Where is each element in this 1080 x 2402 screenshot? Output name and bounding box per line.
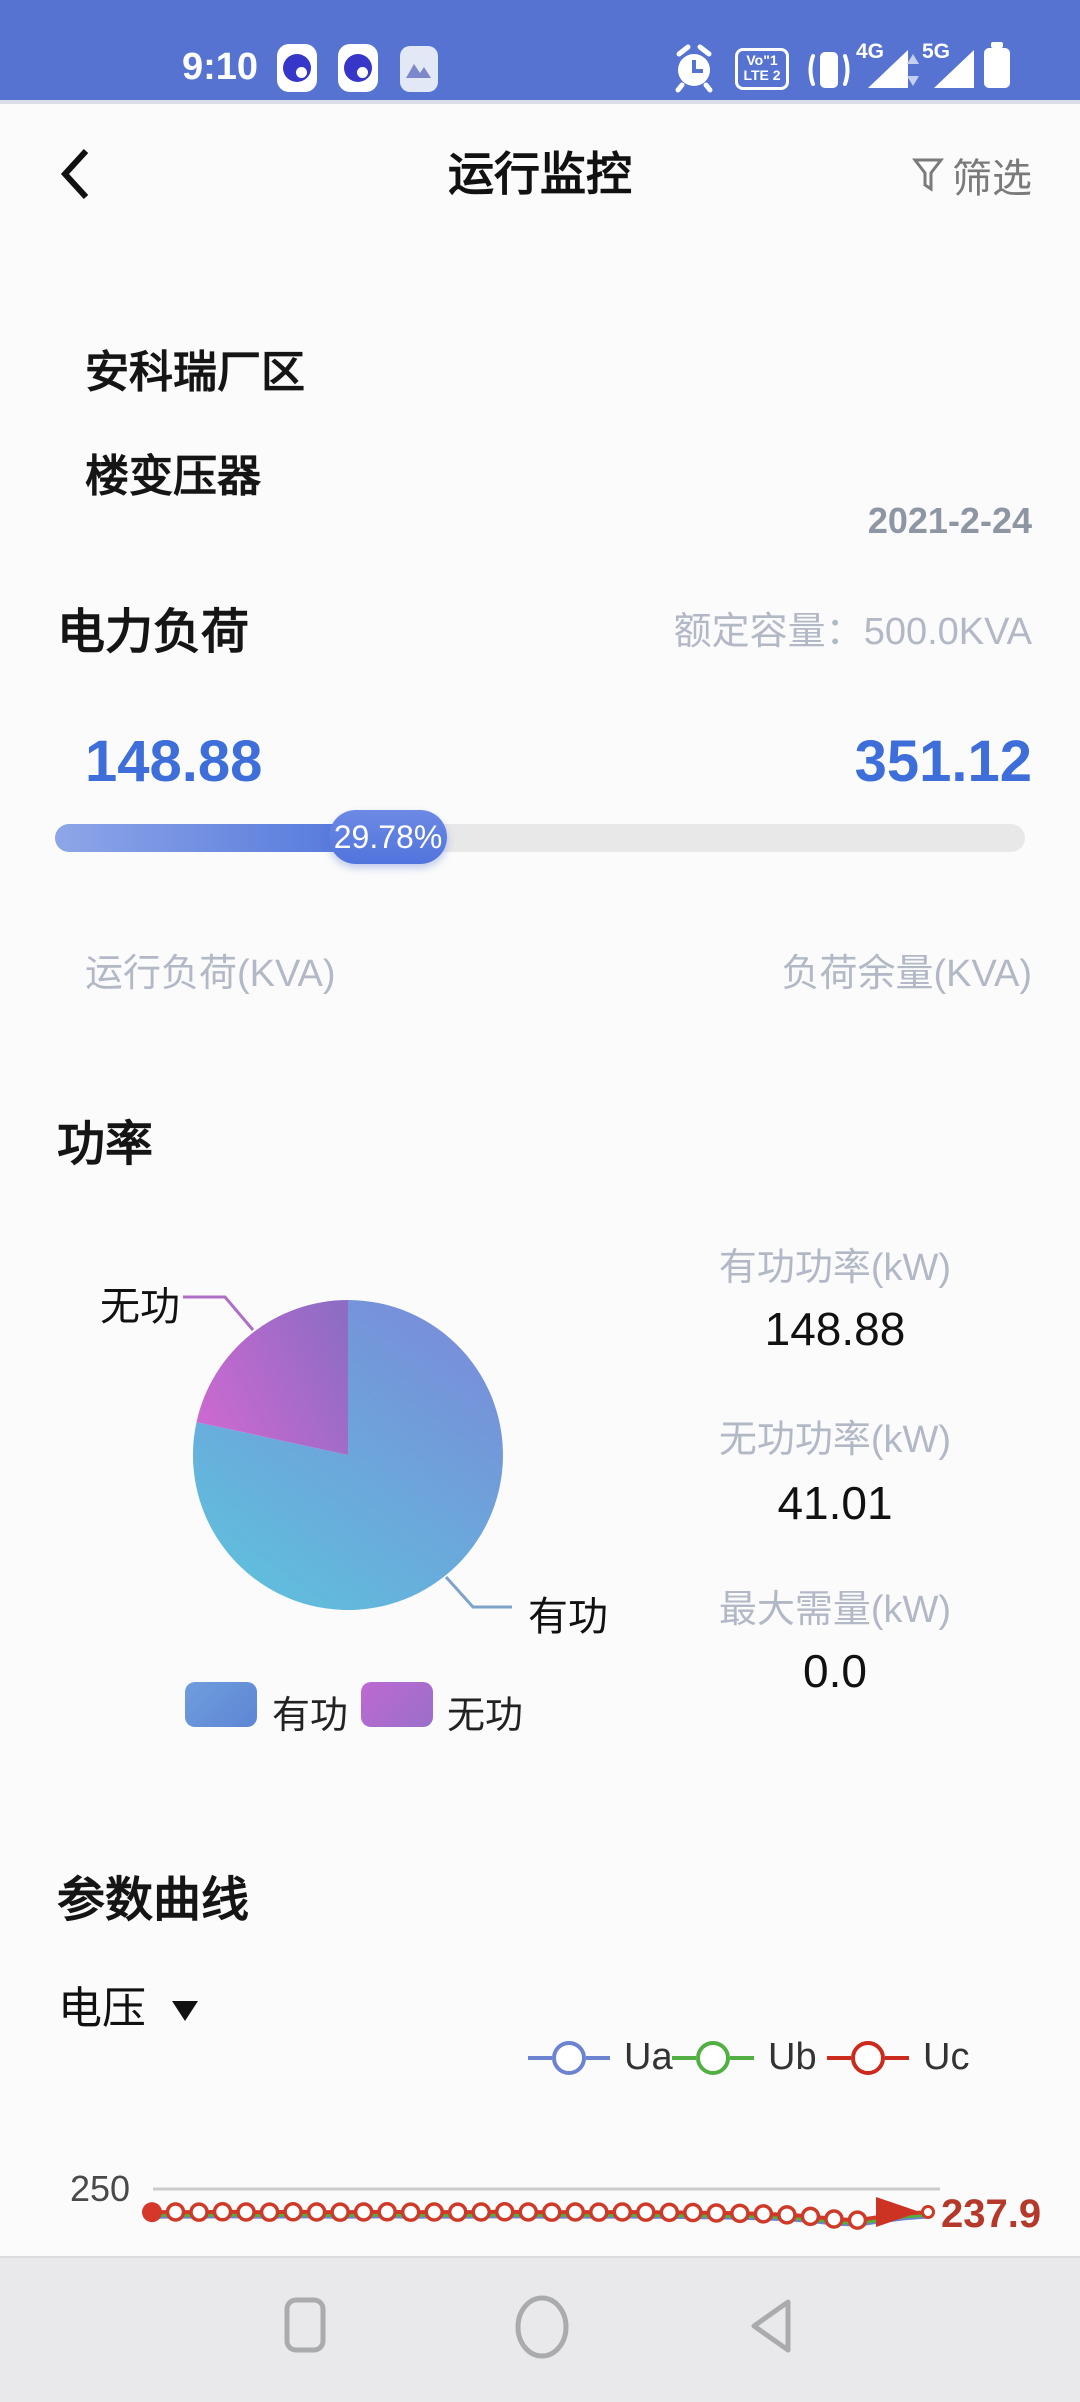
curve-legend-ua-label: Ua [624, 2036, 673, 2078]
filter-label: 筛选 [952, 157, 1032, 201]
back-chevron-icon [60, 148, 89, 200]
power-pie-chart [183, 1295, 512, 1610]
pie-callout-reactive-label: 无功 [100, 1285, 180, 1329]
callout-line-active [444, 1575, 512, 1609]
metric-value-active-power: 148.88 [764, 1303, 906, 1355]
funnel-icon [912, 158, 944, 192]
uc-marker-icon [851, 2040, 885, 2075]
vibrate-icon [805, 48, 853, 97]
divider [0, 100, 1080, 104]
notification-app-icon [277, 44, 317, 92]
load-progress-badge: 29.78% [329, 810, 447, 864]
screenshot-icon [400, 46, 438, 92]
android-nav-bar [0, 2256, 1080, 2402]
back-nav-button[interactable] [744, 2296, 796, 2356]
ua-marker-icon [552, 2040, 586, 2075]
load-progress-track: 29.78% [55, 810, 1025, 864]
filter-button[interactable]: 筛选 [912, 146, 1032, 204]
back-button[interactable] [56, 146, 96, 207]
date-label: 2021-2-24 [867, 500, 1032, 541]
curve-legend-uc-label: Uc [923, 2036, 970, 2078]
battery-icon [980, 40, 1014, 97]
factory-name: 安科瑞厂区 [85, 348, 305, 397]
rated-capacity-label: 额定容量： [673, 611, 864, 653]
pie-slice-active[interactable] [192, 1300, 503, 1610]
remaining-load-label: 负荷余量(KVA) [781, 953, 1032, 995]
y-axis-max-label: 250 [70, 2168, 131, 2209]
status-bar: 9:10 Vo"1 LTE 2 4G [0, 0, 1080, 100]
ub-marker-icon [696, 2040, 730, 2075]
curve-legend-uc[interactable]: Uc [827, 2036, 969, 2079]
updown-arrows-icon [905, 52, 921, 93]
curve-legend-ub[interactable]: Ub [672, 2036, 817, 2079]
volte-icon: Vo"1 LTE 2 [735, 48, 789, 90]
metric-value-max-demand: 0.0 [803, 1645, 867, 1697]
recents-button[interactable] [283, 2296, 327, 2354]
section-title-load: 电力负荷 [57, 606, 250, 659]
curve-legend-ua[interactable]: Ua [528, 2036, 673, 2079]
section-title-power: 功率 [57, 1118, 154, 1171]
curve-end-value: 237.9 [941, 2192, 1042, 2236]
rated-capacity-value: 500.0KVA [863, 611, 1032, 653]
metric-label-active-power: 有功功率(kW) [718, 1247, 952, 1289]
legend-swatch-active [185, 1682, 257, 1727]
metric-value-reactive-power: 41.01 [777, 1477, 893, 1529]
callout-line-reactive [183, 1295, 255, 1331]
curve-legend-ub-label: Ub [768, 2036, 817, 2078]
legend-label-reactive: 无功 [447, 1695, 524, 1737]
load-percent: 29.78% [333, 818, 443, 855]
remaining-load-value: 351.12 [854, 729, 1032, 794]
running-load-value: 148.88 [85, 729, 263, 794]
rated-capacity: 额定容量：500.0KVA [674, 600, 1032, 655]
clock-time: 9:10 [181, 46, 258, 88]
section-title-curve: 参数曲线 [57, 1874, 250, 1927]
chevron-down-icon [172, 2001, 199, 2021]
running-load-label: 运行负荷(KVA) [85, 953, 336, 995]
page-title: 运行监控 [448, 148, 632, 200]
legend-swatch-reactive [361, 1682, 433, 1727]
pie-slice-reactive[interactable] [196, 1300, 349, 1455]
pie-callout-active-label: 有功 [528, 1595, 608, 1639]
trend-arrow-icon [876, 2196, 920, 2227]
home-button[interactable] [512, 2294, 572, 2360]
legend-label-active: 有功 [272, 1695, 349, 1737]
parameter-selector-label: 电压 [58, 1984, 146, 2033]
metric-label-max-demand: 最大需量(kW) [718, 1589, 952, 1631]
notification-app-icon [338, 44, 378, 92]
device-name: 楼变压器 [85, 452, 261, 501]
voltage-line-chart [142, 2187, 940, 2230]
alarm-icon [672, 44, 716, 99]
parameter-selector[interactable]: 电压 [58, 1972, 200, 2036]
metric-label-reactive-power: 无功功率(kW) [718, 1419, 952, 1461]
